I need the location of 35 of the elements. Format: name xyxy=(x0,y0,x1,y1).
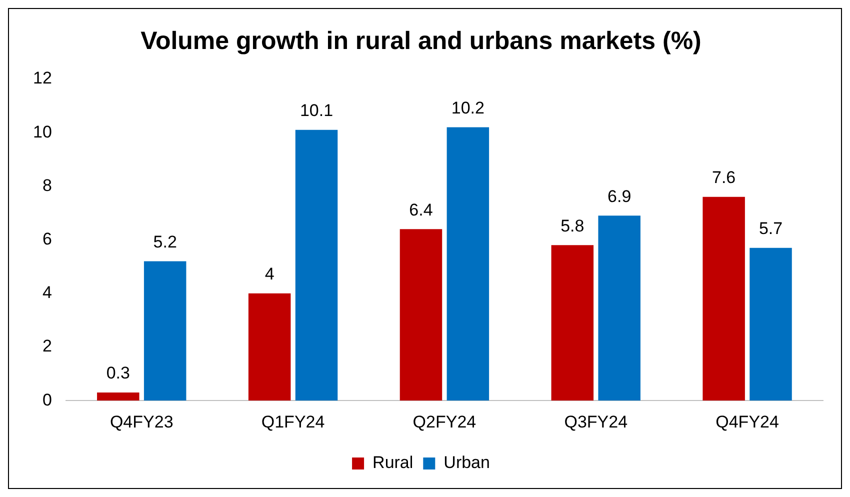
bar xyxy=(598,216,640,401)
bar xyxy=(400,229,442,401)
y-tick-label: 4 xyxy=(42,283,52,302)
bar xyxy=(97,392,140,401)
data-label: 5.7 xyxy=(758,219,783,238)
x-tick-label: Q4FY23 xyxy=(110,412,174,432)
data-label: 6.4 xyxy=(409,200,433,220)
bar xyxy=(144,261,186,401)
data-label: 5.8 xyxy=(560,216,584,236)
bar xyxy=(551,245,594,401)
bar xyxy=(446,127,490,401)
y-tick-label: 8 xyxy=(42,176,52,195)
y-tick-label: 10 xyxy=(32,122,52,142)
data-label: 4 xyxy=(264,264,274,284)
data-label: 10.2 xyxy=(451,98,484,118)
chart-title: Volume growth in rural and urbans markets (%) xyxy=(140,26,702,55)
y-tick-label: 2 xyxy=(42,336,52,356)
bar xyxy=(248,293,291,401)
data-label: 0.3 xyxy=(106,364,130,383)
x-tick-label: Q1FY24 xyxy=(261,412,325,432)
y-tick-label: 6 xyxy=(42,229,52,248)
y-tick-label: 0 xyxy=(42,390,52,410)
bar xyxy=(750,248,792,401)
legend-label: Rural xyxy=(372,453,414,472)
data-label: 6.9 xyxy=(608,186,632,206)
bar xyxy=(702,196,745,401)
bar xyxy=(295,130,338,401)
x-tick-label: Q3FY24 xyxy=(564,412,628,432)
legend-label: Urban xyxy=(444,453,490,472)
x-tick-label: Q4FY24 xyxy=(716,412,779,432)
y-tick-label: 12 xyxy=(32,68,52,88)
data-label: 5.2 xyxy=(153,232,177,252)
x-tick-label: Q2FY24 xyxy=(412,412,476,432)
data-label: 7.6 xyxy=(712,168,736,188)
data-label: 10.1 xyxy=(300,101,334,120)
